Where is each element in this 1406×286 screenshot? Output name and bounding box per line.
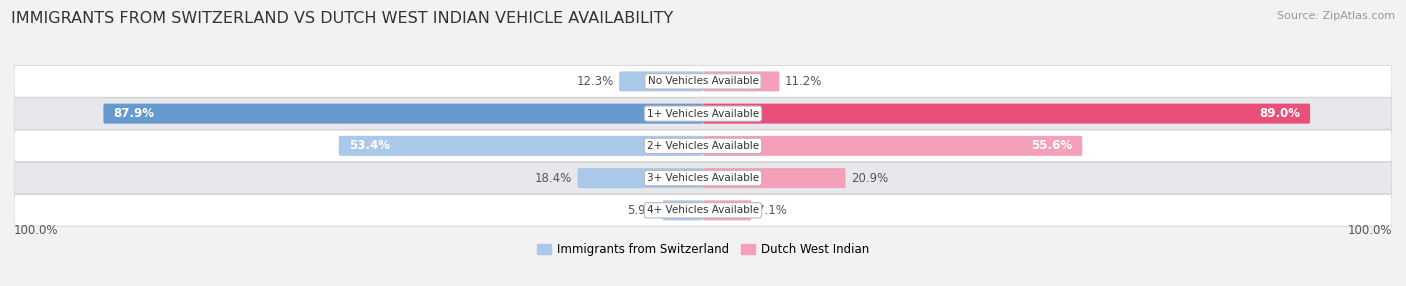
FancyBboxPatch shape	[14, 130, 1392, 162]
Text: Source: ZipAtlas.com: Source: ZipAtlas.com	[1277, 11, 1395, 21]
Text: 53.4%: 53.4%	[349, 139, 389, 152]
FancyBboxPatch shape	[104, 104, 703, 124]
Text: 3+ Vehicles Available: 3+ Vehicles Available	[647, 173, 759, 183]
FancyBboxPatch shape	[14, 98, 1392, 130]
Text: 55.6%: 55.6%	[1031, 139, 1071, 152]
FancyBboxPatch shape	[14, 162, 1392, 194]
FancyBboxPatch shape	[703, 200, 751, 220]
FancyBboxPatch shape	[703, 72, 779, 91]
FancyBboxPatch shape	[578, 168, 703, 188]
Text: 12.3%: 12.3%	[576, 75, 613, 88]
Text: 1+ Vehicles Available: 1+ Vehicles Available	[647, 109, 759, 119]
Text: 18.4%: 18.4%	[534, 172, 572, 184]
Text: 87.9%: 87.9%	[114, 107, 155, 120]
FancyBboxPatch shape	[14, 65, 1392, 97]
FancyBboxPatch shape	[662, 200, 703, 220]
FancyBboxPatch shape	[619, 72, 703, 91]
FancyBboxPatch shape	[703, 168, 845, 188]
FancyBboxPatch shape	[703, 136, 1083, 156]
FancyBboxPatch shape	[14, 194, 1392, 226]
Text: IMMIGRANTS FROM SWITZERLAND VS DUTCH WEST INDIAN VEHICLE AVAILABILITY: IMMIGRANTS FROM SWITZERLAND VS DUTCH WES…	[11, 11, 673, 26]
Text: 4+ Vehicles Available: 4+ Vehicles Available	[647, 205, 759, 215]
Text: 89.0%: 89.0%	[1258, 107, 1301, 120]
Text: No Vehicles Available: No Vehicles Available	[648, 76, 758, 86]
Text: 5.9%: 5.9%	[627, 204, 657, 217]
Text: 100.0%: 100.0%	[14, 224, 59, 237]
FancyBboxPatch shape	[703, 104, 1310, 124]
FancyBboxPatch shape	[339, 136, 703, 156]
Text: 7.1%: 7.1%	[756, 204, 787, 217]
Text: 100.0%: 100.0%	[1347, 224, 1392, 237]
Text: 20.9%: 20.9%	[851, 172, 889, 184]
Text: 2+ Vehicles Available: 2+ Vehicles Available	[647, 141, 759, 151]
Legend: Immigrants from Switzerland, Dutch West Indian: Immigrants from Switzerland, Dutch West …	[531, 238, 875, 261]
Text: 11.2%: 11.2%	[785, 75, 823, 88]
